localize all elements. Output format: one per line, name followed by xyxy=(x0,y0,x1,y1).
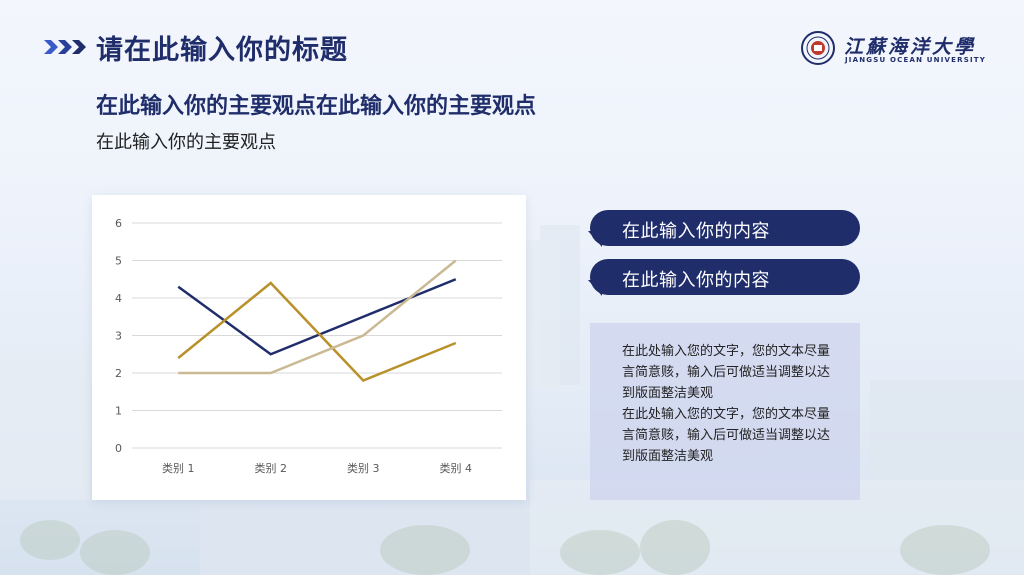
x-tick-label: 类别 3 xyxy=(347,461,380,475)
y-tick-label: 0 xyxy=(115,442,122,455)
y-tick-label: 1 xyxy=(115,405,122,418)
text-paragraph: 在此处输入您的文字，您的文本尽量言简意赅，输入后可做适当调整以达到版面整洁美观 xyxy=(622,407,831,464)
logo-english-name: JIANGSU OCEAN UNIVERSITY xyxy=(845,56,987,64)
y-tick-label: 2 xyxy=(115,367,122,380)
series-line-2 xyxy=(177,281,457,382)
content-pill-2: 在此输入你的内容 xyxy=(588,259,860,296)
title-arrows-icon xyxy=(44,38,92,60)
main-point-heading: 在此输入你的主要观点在此输入你的主要观点 xyxy=(96,93,537,119)
y-tick-label: 5 xyxy=(115,255,122,268)
y-tick-label: 6 xyxy=(115,217,122,230)
x-tick-label: 类别 2 xyxy=(255,461,288,475)
university-logo: 江蘇海洋大學 JIANGSU OCEAN UNIVERSITY xyxy=(800,30,990,70)
content-pill-1: 在此输入你的内容 xyxy=(588,210,860,247)
sub-point-text: 在此输入你的主要观点 xyxy=(96,132,276,153)
series-line-3 xyxy=(178,259,457,375)
text-panel: 在此处输入您的文字，您的文本尽量言简意赅，输入后可做适当调整以达到版面整洁美观 … xyxy=(590,323,860,500)
line-chart: 0 1 2 3 4 5 6 类别 1 类别 2 类别 3 类别 4 xyxy=(115,217,502,475)
line-chart-card: 0 1 2 3 4 5 6 类别 1 类别 2 类别 3 类别 4 xyxy=(92,195,526,500)
content-pill-label: 在此输入你的内容 xyxy=(622,270,770,291)
university-emblem-icon xyxy=(801,31,835,65)
series-line-1 xyxy=(177,278,457,356)
logo-chinese-name: 江蘇海洋大學 xyxy=(844,36,977,58)
content-pill-label: 在此输入你的内容 xyxy=(622,221,770,242)
pill-tail xyxy=(588,231,602,247)
x-tick-label: 类别 1 xyxy=(162,461,195,475)
y-tick-label: 4 xyxy=(115,292,122,305)
y-tick-label: 3 xyxy=(115,330,122,343)
text-paragraph: 在此处输入您的文字，您的文本尽量言简意赅，输入后可做适当调整以达到版面整洁美观 xyxy=(622,344,831,401)
page-title: 请在此输入你的标题 xyxy=(96,35,348,66)
x-tick-label: 类别 4 xyxy=(440,461,473,475)
pill-tail xyxy=(588,280,602,296)
